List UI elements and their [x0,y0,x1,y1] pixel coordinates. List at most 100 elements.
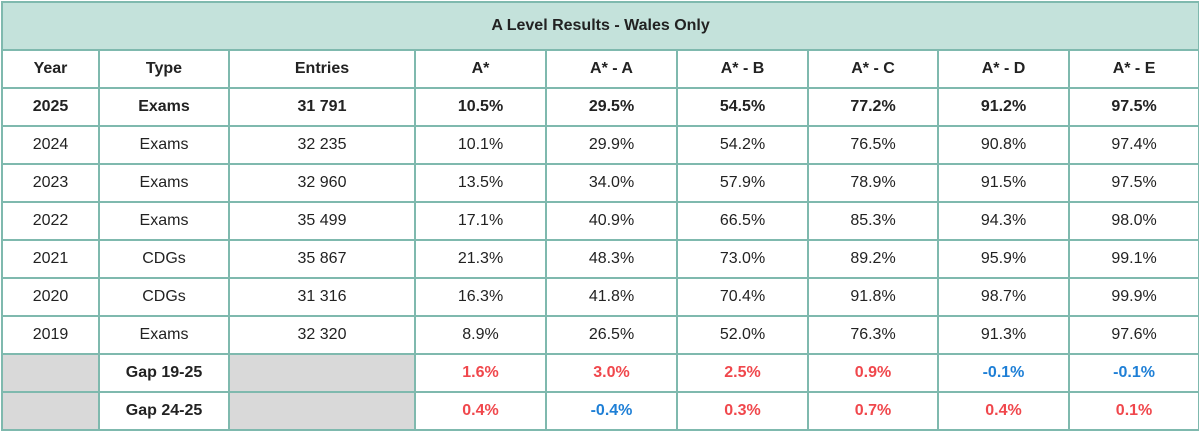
gap-value-cell: -0.1% [937,353,1070,393]
header-a-star-c: A* - C [807,49,939,89]
type-cell: Exams [98,201,230,241]
gap-value-cell: 3.0% [545,353,678,393]
value-cell: 91.8% [807,277,939,317]
value-cell: 99.1% [1067,239,1199,279]
type-cell: Exams [98,163,230,203]
value-cell: 10.1% [414,125,547,165]
type-cell: Exams [98,315,230,355]
entries-cell: 32 960 [228,163,416,203]
header-a-star-d: A* - D [937,49,1070,89]
year-cell: 2024 [1,125,100,165]
value-cell: 97.6% [1067,315,1199,355]
gap-label: Gap 19-25 [98,353,230,393]
gap-label: Gap 24-25 [98,391,230,431]
value-cell: 99.9% [1067,277,1199,317]
value-cell: 21.3% [414,239,547,279]
header-a-star-e: A* - E [1067,49,1199,89]
type-cell: CDGs [98,239,230,279]
value-cell: 97.4% [1067,125,1199,165]
year-cell: 2022 [1,201,100,241]
type-cell: CDGs [98,277,230,317]
value-cell: 91.2% [937,87,1070,127]
value-cell: 52.0% [676,315,809,355]
gap-value-cell: 0.1% [1067,391,1199,431]
gap-value-cell: -0.4% [545,391,678,431]
value-cell: 73.0% [676,239,809,279]
table-row: 2023 Exams 32 960 13.5% 34.0% 57.9% 78.9… [1,163,1199,203]
value-cell: 90.8% [937,125,1070,165]
value-cell: 41.8% [545,277,678,317]
value-cell: 85.3% [807,201,939,241]
entries-cell: 31 791 [228,87,416,127]
value-cell: 54.2% [676,125,809,165]
value-cell: 40.9% [545,201,678,241]
value-cell: 97.5% [1067,87,1199,127]
header-a-star-b: A* - B [676,49,809,89]
value-cell: 8.9% [414,315,547,355]
year-cell: 2025 [1,87,100,127]
entries-cell: 31 316 [228,277,416,317]
type-cell: Exams [98,87,230,127]
year-cell: 2019 [1,315,100,355]
header-year: Year [1,49,100,89]
gap-value-cell: 0.9% [807,353,939,393]
table-row: 2021 CDGs 35 867 21.3% 48.3% 73.0% 89.2%… [1,239,1199,279]
value-cell: 10.5% [414,87,547,127]
empty-grey-cell [1,391,100,431]
value-cell: 77.2% [807,87,939,127]
gap-value-cell: 0.4% [414,391,547,431]
value-cell: 98.0% [1067,201,1199,241]
value-cell: 89.2% [807,239,939,279]
empty-grey-cell [1,353,100,393]
empty-grey-cell [228,353,416,393]
value-cell: 17.1% [414,201,547,241]
value-cell: 29.9% [545,125,678,165]
value-cell: 95.9% [937,239,1070,279]
value-cell: 16.3% [414,277,547,317]
year-cell: 2021 [1,239,100,279]
value-cell: 98.7% [937,277,1070,317]
header-row: Year Type Entries A* A* - A A* - B A* - … [1,49,1199,89]
value-cell: 91.3% [937,315,1070,355]
value-cell: 91.5% [937,163,1070,203]
gap-value-cell: 2.5% [676,353,809,393]
value-cell: 78.9% [807,163,939,203]
value-cell: 29.5% [545,87,678,127]
value-cell: 54.5% [676,87,809,127]
gap-value-cell: -0.1% [1067,353,1199,393]
gap-row: Gap 19-25 1.6% 3.0% 2.5% 0.9% -0.1% -0.1… [1,353,1199,393]
table-row: 2020 CDGs 31 316 16.3% 41.8% 70.4% 91.8%… [1,277,1199,317]
value-cell: 48.3% [545,239,678,279]
gap-row: Gap 24-25 0.4% -0.4% 0.3% 0.7% 0.4% 0.1% [1,391,1199,431]
table-row: 2024 Exams 32 235 10.1% 29.9% 54.2% 76.5… [1,125,1199,165]
table-title: A Level Results - Wales Only [0,1,1199,51]
gap-value-cell: 0.4% [937,391,1070,431]
year-cell: 2023 [1,163,100,203]
value-cell: 26.5% [545,315,678,355]
header-entries: Entries [228,49,416,89]
table-row: 2022 Exams 35 499 17.1% 40.9% 66.5% 85.3… [1,201,1199,241]
entries-cell: 35 867 [228,239,416,279]
value-cell: 13.5% [414,163,547,203]
value-cell: 94.3% [937,201,1070,241]
value-cell: 66.5% [676,201,809,241]
value-cell: 76.3% [807,315,939,355]
header-a-star: A* [414,49,547,89]
value-cell: 70.4% [676,277,809,317]
entries-cell: 35 499 [228,201,416,241]
header-type: Type [98,49,230,89]
value-cell: 97.5% [1067,163,1199,203]
table-row: 2025 Exams 31 791 10.5% 29.5% 54.5% 77.2… [1,87,1199,127]
type-cell: Exams [98,125,230,165]
value-cell: 34.0% [545,163,678,203]
empty-grey-cell [228,391,416,431]
header-a-star-a: A* - A [545,49,678,89]
value-cell: 57.9% [676,163,809,203]
entries-cell: 32 235 [228,125,416,165]
year-cell: 2020 [1,277,100,317]
gap-value-cell: 1.6% [414,353,547,393]
entries-cell: 32 320 [228,315,416,355]
value-cell: 76.5% [807,125,939,165]
table-row: 2019 Exams 32 320 8.9% 26.5% 52.0% 76.3%… [1,315,1199,355]
